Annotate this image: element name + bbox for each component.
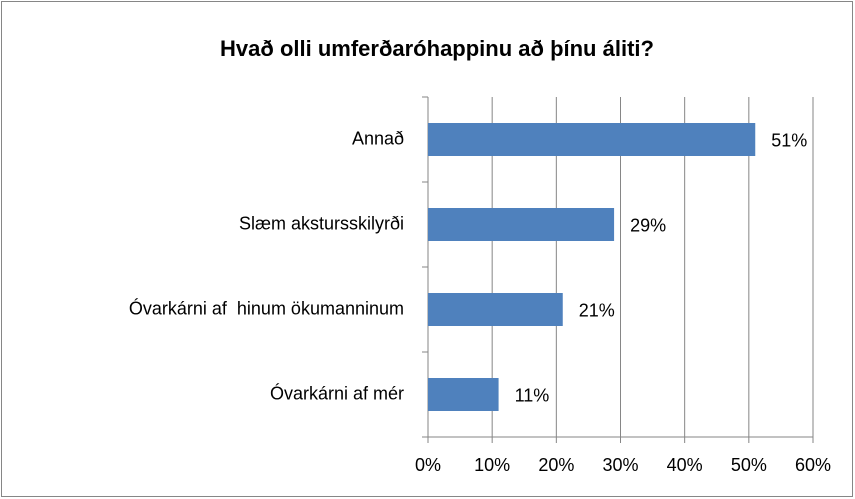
- bar: [428, 208, 615, 241]
- data-label: 11%: [515, 385, 550, 405]
- x-tick-label: 30%: [602, 455, 638, 475]
- data-label: 29%: [630, 215, 666, 235]
- x-tick-label: 50%: [731, 455, 767, 475]
- x-tick-label: 60%: [795, 455, 831, 475]
- data-label: 51%: [771, 130, 807, 150]
- x-tick-label: 10%: [474, 455, 510, 475]
- bar: [428, 378, 499, 411]
- chart-title: Hvað olli umferðaróhappinu að þínu áliti…: [220, 36, 654, 61]
- x-tick-label: 40%: [667, 455, 703, 475]
- bar: [428, 123, 756, 156]
- x-tick-label: 0%: [415, 455, 441, 475]
- y-tick-label: Annað: [352, 128, 404, 148]
- y-tick-label: Slæm akstursskilyrði: [239, 213, 404, 233]
- bar: [428, 293, 563, 326]
- y-tick-label: Óvarkárni af mér: [270, 382, 404, 403]
- y-tick-label: Óvarkárni af hinum ökumanninum: [129, 297, 404, 318]
- x-tick-label: 20%: [538, 455, 574, 475]
- data-label: 21%: [579, 300, 615, 320]
